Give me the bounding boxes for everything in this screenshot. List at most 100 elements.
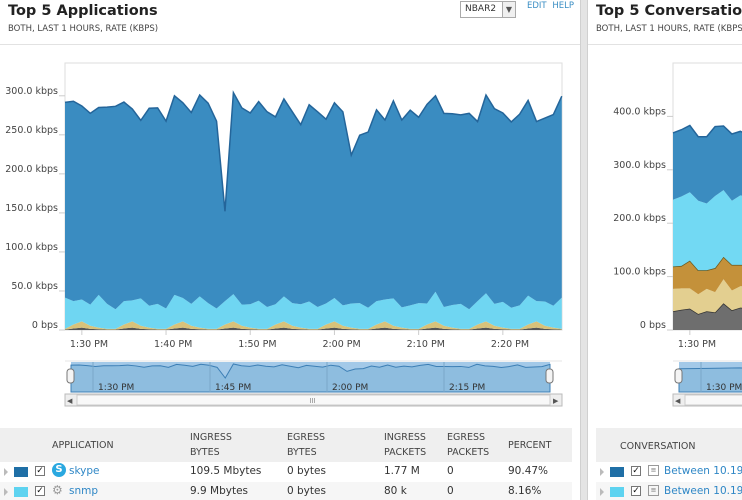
scrollbar-thumb[interactable] <box>76 394 551 406</box>
scroll-left-icon[interactable]: ◀ <box>67 397 73 405</box>
scrollbar-thumb[interactable] <box>684 394 742 406</box>
panel-title: Top 5 Applications <box>8 3 158 19</box>
table-row[interactable]: ✓ ≡ Between 10.19 <box>596 482 742 500</box>
panel-title: Top 5 Conversations <box>596 3 742 19</box>
panel-subtitle: BOTH, LAST 1 HOURS, RATE (KBPS) <box>596 24 742 34</box>
select-value: NBAR2 <box>465 4 497 14</box>
col-application[interactable]: APPLICATION <box>52 440 114 451</box>
navigator-handle-left[interactable] <box>674 368 683 384</box>
col-percent[interactable]: PERCENT <box>508 440 552 451</box>
navigator-series <box>70 363 551 393</box>
y-tick-label: 300.0 kbps <box>613 160 666 171</box>
table-row[interactable]: ✓ ⚙ snmp 9.9 Mbytes 0 bytes 80 k 0 8.16% <box>0 482 572 500</box>
navigator-label: 1:30 PM <box>98 383 134 393</box>
navigator-handle-left[interactable] <box>66 368 75 384</box>
table-header: APPLICATION INGRESS BYTES EGRESS BYTES ING… <box>0 428 572 462</box>
conversation-link[interactable]: Between 10.19 <box>664 465 742 477</box>
expand-arrow-icon[interactable] <box>600 468 604 476</box>
header-line: BYTES <box>190 447 220 458</box>
header-line: INGRESS <box>190 432 232 443</box>
color-swatch <box>14 467 28 477</box>
expand-arrow-icon[interactable] <box>4 488 8 496</box>
col-egress-packets[interactable]: EGRESS PACKETS <box>447 430 489 460</box>
percent: 90.47% <box>508 465 549 477</box>
y-tick-label: 200.0 kbps <box>5 164 58 175</box>
series-area-2 <box>65 291 562 329</box>
conversation-link[interactable]: Between 10.19 <box>664 485 742 497</box>
conversation-icon: ≡ <box>648 485 659 496</box>
scroll-left-icon[interactable]: ◀ <box>675 397 681 405</box>
x-tick-label: 2:10 PM <box>407 339 445 350</box>
table-row[interactable]: ✓ S skype 109.5 Mbytes 0 bytes 1.77 M 0 … <box>0 462 572 482</box>
header-line: PACKETS <box>447 447 490 458</box>
navigator-label: 2:15 PM <box>449 383 485 393</box>
navigator-label: 1:30 PM <box>706 383 742 393</box>
header-line: BYTES <box>287 447 317 458</box>
x-tick-label: 2:20 PM <box>491 339 529 350</box>
egress-bytes: 0 bytes <box>287 485 326 497</box>
expand-arrow-icon[interactable] <box>4 468 8 476</box>
table-row[interactable]: ✓ ≡ Between 10.19 <box>596 462 742 482</box>
header-line: EGRESS <box>287 432 326 443</box>
chevron-down-icon: ▼ <box>502 2 515 17</box>
conversations-chart: 0 bps 100.0 kbps 200.0 kbps 300.0 kbps 400.0… <box>613 62 742 407</box>
series-area-3 <box>65 92 562 310</box>
row-checkbox[interactable]: ✓ <box>631 466 641 476</box>
x-tick-label: 1:30 PM <box>678 339 716 350</box>
app-name-link[interactable]: skype <box>69 465 100 477</box>
applications-chart: 0 bps 50.0 kbps 100.0 kbps 150.0 kbps 200.0 … <box>5 62 563 407</box>
row-checkbox[interactable]: ✓ <box>35 486 45 496</box>
header-line: INGRESS <box>384 432 426 443</box>
y-tick-label: 100.0 kbps <box>613 267 666 278</box>
expand-arrow-icon[interactable] <box>600 488 604 496</box>
scrollbar-grip-icon: III <box>310 397 316 405</box>
y-tick-label: 250.0 kbps <box>5 125 58 136</box>
series-area-1 <box>673 279 742 314</box>
col-egress-bytes[interactable]: EGRESS BYTES <box>287 430 325 460</box>
divider <box>0 44 580 45</box>
ingress-bytes: 109.5 Mbytes <box>190 465 262 477</box>
col-ingress-bytes[interactable]: INGRESS BYTES <box>190 430 232 460</box>
ingress-packets: 80 k <box>384 485 407 497</box>
edit-link[interactable]: EDIT <box>527 1 547 11</box>
app-name-link[interactable]: snmp <box>69 485 99 497</box>
series-area-3 <box>673 190 742 271</box>
col-conversation[interactable]: CONVERSATION <box>620 441 696 452</box>
x-tick-label: 1:50 PM <box>238 339 276 350</box>
x-tick-label: 2:00 PM <box>322 339 360 350</box>
y-tick-label: 200.0 kbps <box>613 213 666 224</box>
row-checkbox[interactable]: ✓ <box>35 466 45 476</box>
conversation-icon: ≡ <box>648 465 659 476</box>
series-area-0 <box>673 303 742 330</box>
y-tick-label: 50.0 kbps <box>11 281 58 292</box>
color-swatch <box>610 487 624 497</box>
y-tick-label: 150.0 kbps <box>5 203 58 214</box>
series-area-1 <box>65 321 562 330</box>
series-line-3 <box>64 90 563 212</box>
y-tick-label: 400.0 kbps <box>613 106 666 117</box>
egress-packets: 0 <box>447 485 454 497</box>
navigator-series <box>678 367 742 393</box>
series-area-0 <box>65 327 562 330</box>
color-swatch <box>610 467 624 477</box>
col-ingress-packets[interactable]: INGRESS PACKETS <box>384 430 426 460</box>
header-line: PACKETS <box>384 447 427 458</box>
egress-bytes: 0 bytes <box>287 465 326 477</box>
navigator-label: 2:00 PM <box>332 383 368 393</box>
panel-subtitle: BOTH, LAST 1 HOURS, RATE (KBPS) <box>8 24 159 34</box>
scroll-right-icon[interactable]: ▶ <box>553 397 559 405</box>
ingress-bytes: 9.9 Mbytes <box>190 485 249 497</box>
skype-icon: S <box>52 463 66 477</box>
panel-divider[interactable] <box>580 0 588 500</box>
header-line: EGRESS <box>447 432 486 443</box>
y-tick-label: 0 bps <box>640 320 666 331</box>
series-line-4 <box>672 124 742 138</box>
color-swatch <box>14 487 28 497</box>
y-tick-label: 0 bps <box>32 320 58 331</box>
series-area-4 <box>673 125 742 204</box>
nbar-select[interactable]: NBAR2 ▼ <box>460 1 516 18</box>
row-checkbox[interactable]: ✓ <box>631 486 641 496</box>
divider <box>588 44 742 45</box>
navigator-handle-right[interactable] <box>545 368 554 384</box>
help-link[interactable]: HELP <box>552 1 574 11</box>
